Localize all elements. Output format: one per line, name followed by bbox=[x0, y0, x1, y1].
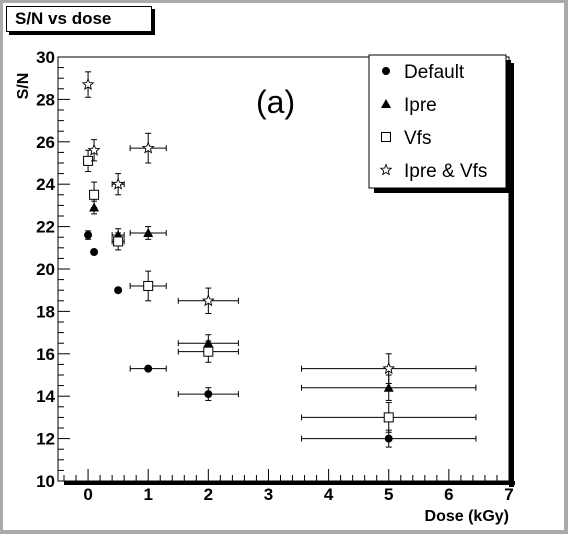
frame-border-left bbox=[0, 0, 3, 534]
data-point bbox=[111, 177, 125, 190]
x-tick-label: 2 bbox=[204, 485, 213, 504]
y-tick-label: 26 bbox=[36, 133, 55, 152]
y-tick-label: 20 bbox=[36, 260, 55, 279]
data-point bbox=[201, 294, 215, 307]
data-point bbox=[203, 346, 214, 357]
data-point bbox=[89, 189, 100, 200]
y-tick-label: 18 bbox=[36, 302, 55, 321]
data-point bbox=[81, 77, 95, 90]
data-point bbox=[141, 141, 155, 154]
data-point bbox=[84, 231, 93, 240]
legend: Default Ipre Vfs Ipre & Vfs bbox=[368, 54, 511, 193]
series-default bbox=[84, 230, 477, 448]
x-axis-title: Dose (kGy) bbox=[425, 508, 509, 525]
legend-marker bbox=[381, 132, 391, 142]
y-tick-label: 24 bbox=[36, 175, 55, 194]
legend-marker bbox=[379, 163, 393, 176]
plot-frame-shadow-right bbox=[509, 63, 514, 487]
y-axis-title: S/N bbox=[15, 73, 32, 100]
x-tick-label: 0 bbox=[83, 485, 92, 504]
y-tick-label: 30 bbox=[36, 48, 55, 67]
data-point bbox=[87, 143, 101, 156]
x-tick-label: 5 bbox=[384, 485, 393, 504]
y-tick-label: 14 bbox=[36, 387, 55, 406]
plot-frame-shadow-bottom bbox=[64, 481, 515, 485]
legend-label: Ipre & Vfs bbox=[404, 161, 487, 182]
x-tick-label: 6 bbox=[444, 485, 453, 504]
data-point bbox=[384, 434, 393, 443]
data-point bbox=[90, 248, 99, 257]
data-point bbox=[383, 412, 394, 423]
legend-marker bbox=[381, 99, 391, 108]
legend-label: Default bbox=[404, 62, 465, 83]
frame-border-bottom bbox=[0, 530, 568, 534]
data-point bbox=[114, 286, 123, 295]
legend-marker bbox=[382, 67, 390, 75]
panel-annotation: (a) bbox=[256, 84, 295, 120]
data-point bbox=[382, 361, 396, 375]
data-point bbox=[113, 236, 124, 247]
data-point bbox=[204, 390, 213, 399]
series-vfs bbox=[83, 149, 477, 433]
data-point bbox=[143, 280, 154, 291]
y-tick-label: 22 bbox=[36, 218, 55, 237]
y-tick-label: 10 bbox=[36, 472, 55, 491]
legend-label: Vfs bbox=[404, 128, 431, 149]
data-point bbox=[143, 227, 154, 237]
x-tick-label: 7 bbox=[504, 485, 513, 504]
data-point bbox=[144, 364, 153, 373]
x-tick-label: 1 bbox=[143, 485, 152, 504]
series-ipre-vfs bbox=[81, 71, 477, 384]
x-tick-label: 3 bbox=[264, 485, 273, 504]
legend-label: Ipre bbox=[404, 95, 437, 116]
data-point bbox=[383, 382, 394, 392]
chart-title: S/N vs dose bbox=[6, 6, 152, 32]
y-tick-label: 12 bbox=[36, 430, 55, 449]
frame-border-top bbox=[0, 0, 568, 3]
frame-border-right bbox=[564, 0, 568, 534]
y-tick-label: 28 bbox=[36, 90, 55, 109]
y-tick-label: 16 bbox=[36, 345, 55, 364]
legend-box bbox=[368, 54, 507, 189]
x-tick-label: 4 bbox=[324, 485, 334, 504]
